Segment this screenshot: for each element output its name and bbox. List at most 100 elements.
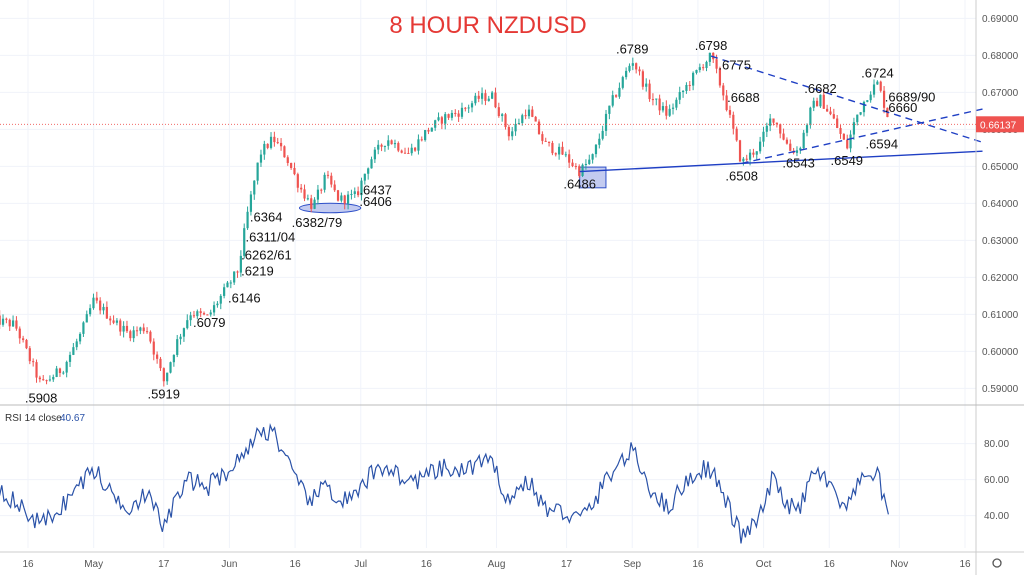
candle-body[interactable] [343, 195, 346, 204]
candle-body[interactable] [554, 153, 557, 155]
candle-body[interactable] [266, 143, 269, 148]
candle-body[interactable] [249, 194, 253, 212]
candle-body[interactable] [815, 100, 819, 107]
candle-body[interactable] [494, 92, 497, 108]
candle-body[interactable] [544, 140, 547, 142]
candle-body[interactable] [702, 67, 705, 69]
candle-body[interactable] [501, 114, 504, 117]
candle-body[interactable] [440, 117, 443, 124]
candle-body[interactable] [464, 107, 467, 109]
candle-body[interactable] [0, 315, 1, 325]
candle-body[interactable] [243, 228, 246, 256]
candle-body[interactable] [18, 328, 21, 339]
candle-body[interactable] [869, 94, 872, 101]
candle-body[interactable] [55, 368, 58, 377]
candle-body[interactable] [645, 83, 648, 87]
candle-body[interactable] [631, 63, 634, 66]
candle-body[interactable] [795, 150, 799, 153]
candle-body[interactable] [8, 319, 11, 327]
candle-body[interactable] [25, 339, 28, 349]
candle-body[interactable] [209, 312, 212, 315]
candle-body[interactable] [119, 320, 122, 332]
candle-body[interactable] [668, 108, 671, 116]
candle-body[interactable] [52, 376, 55, 380]
candle-body[interactable] [564, 154, 567, 156]
candle-body[interactable] [11, 320, 15, 327]
candle-body[interactable] [789, 143, 792, 151]
candle-body[interactable] [427, 130, 430, 132]
candle-body[interactable] [437, 117, 440, 121]
candle-body[interactable] [614, 95, 618, 97]
candle-body[interactable] [410, 147, 413, 154]
candle-body[interactable] [775, 122, 778, 125]
candle-body[interactable] [621, 77, 624, 88]
candle-body[interactable] [330, 175, 333, 185]
candle-body[interactable] [333, 184, 336, 191]
candle-body[interactable] [547, 141, 551, 143]
rsi-line[interactable] [0, 422, 889, 544]
dashed-trendline[interactable] [741, 108, 983, 165]
candle-body[interactable] [316, 189, 320, 200]
candle-body[interactable] [5, 318, 8, 320]
candle-body[interactable] [199, 311, 202, 314]
candle-body[interactable] [625, 70, 628, 78]
candle-body[interactable] [115, 320, 119, 323]
candle-body[interactable] [551, 142, 554, 154]
candle-body[interactable] [99, 300, 102, 311]
candle-body[interactable] [75, 341, 78, 348]
candle-body[interactable] [323, 174, 326, 190]
candle-body[interactable] [628, 65, 631, 71]
candle-body[interactable] [293, 167, 296, 175]
candle-body[interactable] [283, 146, 286, 158]
candle-body[interactable] [216, 303, 219, 306]
candle-body[interactable] [212, 305, 216, 313]
candle-body[interactable] [692, 72, 695, 86]
candle-body[interactable] [765, 125, 768, 132]
candle-body[interactable] [424, 130, 427, 141]
candle-body[interactable] [511, 131, 514, 137]
candle-body[interactable] [166, 372, 169, 382]
candle-body[interactable] [383, 145, 387, 147]
candle-body[interactable] [273, 136, 276, 143]
candle-body[interactable] [541, 134, 544, 141]
candle-body[interactable] [102, 306, 105, 311]
candle-body[interactable] [738, 140, 742, 162]
candle-body[interactable] [269, 136, 273, 148]
candle-body[interactable] [648, 83, 651, 100]
candle-body[interactable] [574, 166, 577, 168]
candle-body[interactable] [745, 158, 748, 160]
candlestick-series[interactable] [0, 52, 889, 387]
candle-body[interactable] [712, 52, 715, 60]
rsi-series[interactable] [0, 422, 889, 544]
candle-body[interactable] [159, 358, 162, 369]
candle-body[interactable] [819, 94, 822, 107]
settings-gear-icon[interactable] [992, 558, 1002, 568]
candle-body[interactable] [876, 81, 879, 85]
candle-body[interactable] [350, 193, 353, 195]
candle-body[interactable] [145, 331, 149, 333]
candle-body[interactable] [35, 362, 38, 378]
candle-body[interactable] [58, 368, 62, 373]
candle-body[interactable] [15, 320, 18, 329]
candle-body[interactable] [658, 98, 661, 111]
candle-body[interactable] [524, 115, 527, 117]
candle-body[interactable] [708, 52, 711, 62]
candle-body[interactable] [661, 106, 665, 111]
candle-body[interactable] [460, 107, 464, 117]
candle-body[interactable] [785, 139, 789, 144]
candle-body[interactable] [517, 123, 521, 125]
candle-body[interactable] [527, 109, 531, 117]
candle-body[interactable] [688, 84, 691, 86]
candle-body[interactable] [718, 68, 722, 86]
candle-body[interactable] [832, 114, 835, 119]
candle-body[interactable] [340, 195, 343, 201]
candle-body[interactable] [849, 134, 852, 149]
candle-body[interactable] [752, 152, 755, 155]
candle-body[interactable] [353, 191, 356, 194]
candle-body[interactable] [370, 159, 373, 169]
candle-body[interactable] [72, 347, 75, 355]
candle-body[interactable] [85, 314, 88, 323]
support-trendline[interactable] [579, 150, 983, 173]
candle-body[interactable] [769, 118, 772, 126]
candle-body[interactable] [748, 152, 752, 160]
